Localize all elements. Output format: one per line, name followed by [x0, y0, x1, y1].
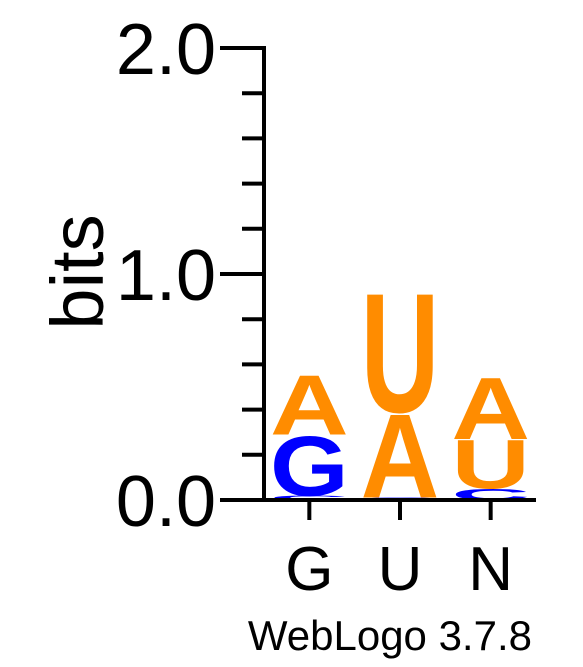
x-tick-label: G — [285, 535, 333, 604]
y-axis: 0.0 1.0 2.0 — [116, 10, 264, 542]
y-axis-label: bits — [36, 214, 119, 329]
y-tick-label: 0.0 — [116, 462, 216, 542]
y-tick-label: 1.0 — [116, 236, 216, 316]
y-tick-label: 2.0 — [116, 10, 216, 90]
logo-letter-A: A — [270, 357, 349, 453]
x-tick-label: U — [378, 535, 423, 604]
logo-letter-A: A — [451, 360, 530, 459]
x-tick-label: N — [468, 535, 513, 604]
logo-letter-U: U — [361, 259, 440, 448]
footer-credit: WebLogo 3.7.8 — [248, 612, 532, 659]
letter-stacks: CGAGAUCUA — [270, 259, 530, 524]
